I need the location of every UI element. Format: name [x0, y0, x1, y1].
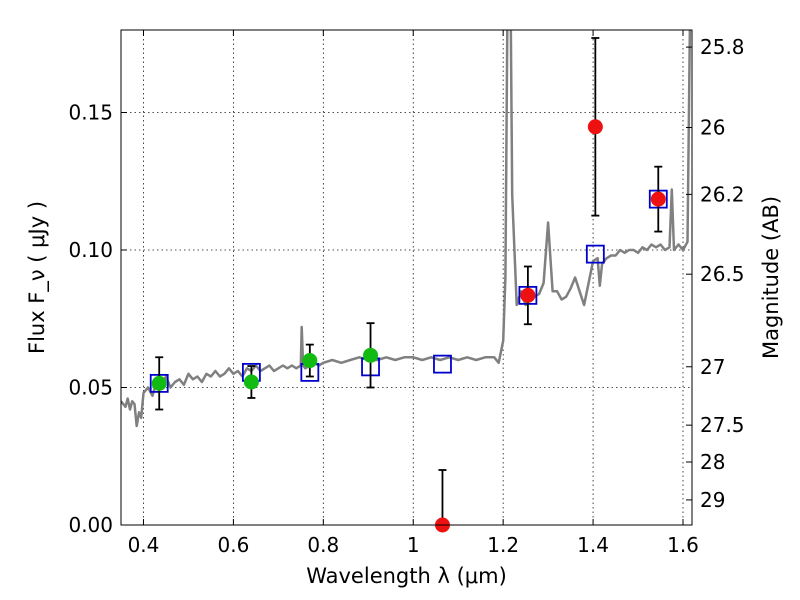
model-photometry-square: [585, 244, 605, 264]
x-tick-label: 0.4: [128, 533, 160, 557]
optical-flux-point: [243, 374, 259, 390]
y-axis-label: Flux F_ν ( μJy ): [25, 201, 50, 354]
optical-flux-point: [363, 347, 379, 363]
nir-flux-point: [587, 119, 603, 135]
tick-labels: 0.4 0.6 0.8 1 1.2 1.4 1.6 0.00 0.05 0.10 0.15 25.8 2…: [68, 35, 744, 557]
y-tick-label: 0.00: [68, 513, 113, 537]
nir-flux-point: [520, 287, 536, 303]
x-axis-label: Wavelength λ (μm): [306, 564, 507, 588]
x-tick-label: 0.8: [307, 533, 339, 557]
y2-tick-label: 26.5: [700, 262, 745, 286]
grid-lines: [121, 30, 692, 526]
x-tick-label: 1.2: [487, 533, 519, 557]
optical-flux-point: [151, 375, 167, 391]
y2-tick-label: 29: [700, 488, 725, 512]
axis-ticks: [121, 30, 692, 526]
y-tick-label: 0.10: [68, 238, 113, 262]
y2-axis-label: Magnitude (AB): [759, 196, 783, 359]
x-tick-label: 1.4: [577, 533, 609, 557]
nir-flux-point: [650, 191, 666, 207]
data-points: [149, 37, 668, 533]
x-tick-label: 1: [407, 533, 420, 557]
y-tick-label: 0.15: [68, 101, 113, 125]
x-tick-label: 1.6: [667, 533, 699, 557]
y2-tick-label: 26: [700, 116, 725, 140]
optical-flux-point: [302, 353, 318, 369]
model-photometry-square: [433, 354, 452, 374]
y2-tick-label: 25.8: [700, 35, 745, 59]
y2-tick-label: 27.5: [700, 413, 745, 437]
y2-tick-label: 27: [700, 355, 725, 379]
plot-frame: [120, 29, 693, 526]
model-spectrum: [121, 30, 692, 428]
y2-tick-label: 28: [700, 450, 725, 474]
x-tick-label: 0.6: [217, 533, 249, 557]
y-tick-label: 0.05: [68, 376, 113, 400]
y2-tick-label: 26.2: [700, 182, 745, 206]
spectrum-line: [121, 30, 692, 428]
